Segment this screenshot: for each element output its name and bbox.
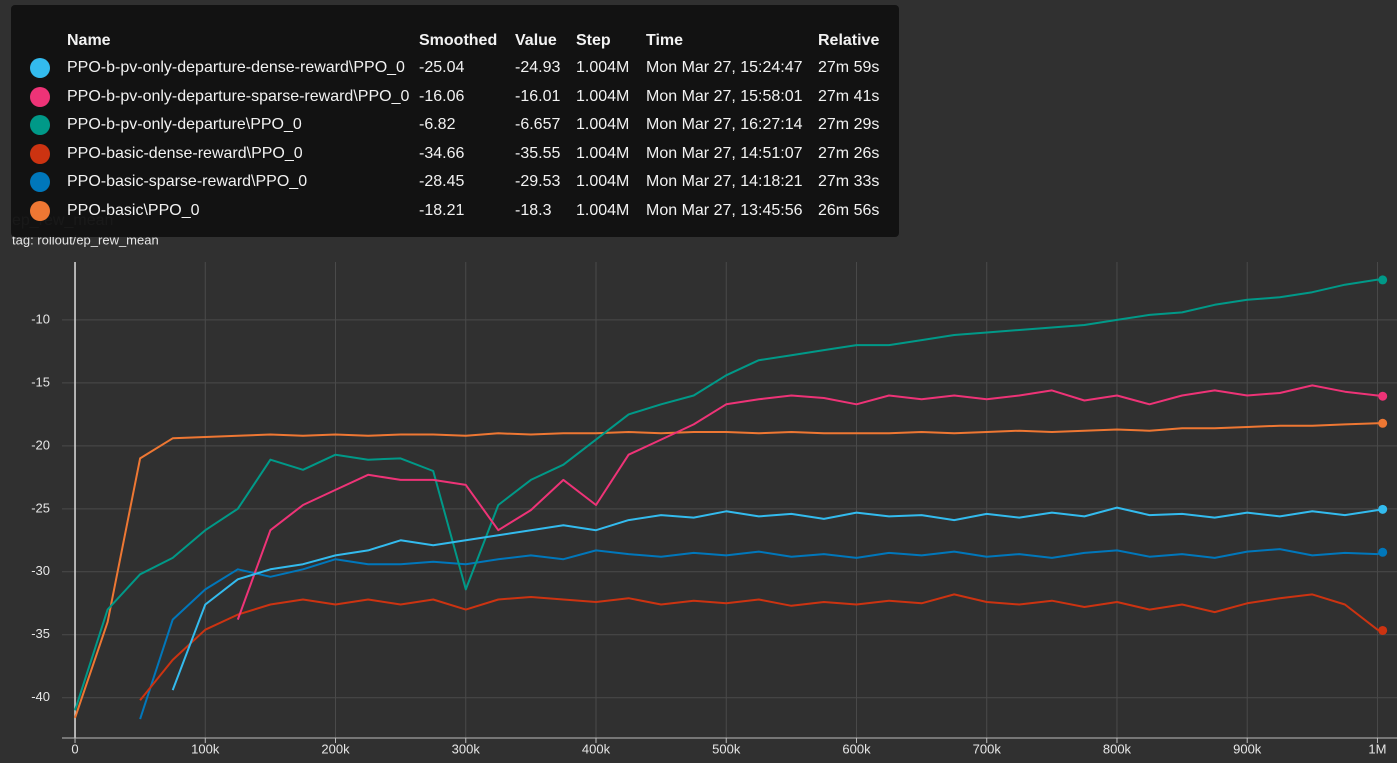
x-tick-label: 500k bbox=[712, 741, 741, 756]
relative-time: 27m 29s bbox=[818, 116, 880, 134]
relative-time: 27m 33s bbox=[818, 173, 880, 191]
x-tick-label: 900k bbox=[1233, 741, 1262, 756]
relative-time: 27m 41s bbox=[818, 87, 880, 105]
x-tick-label: 0 bbox=[71, 741, 78, 756]
series-line bbox=[236, 384, 1383, 620]
series-line bbox=[74, 422, 1383, 719]
time: Mon Mar 27, 13:45:56 bbox=[646, 202, 803, 219]
y-tick-label: -30 bbox=[31, 563, 50, 578]
plot-area bbox=[74, 278, 1384, 720]
step: 1.004M bbox=[576, 59, 630, 76]
smoothed-value: -28.45 bbox=[419, 173, 465, 191]
end-point bbox=[1378, 418, 1388, 428]
tooltip: Name Smoothed Value Step Time Relative PPO-b-p… bbox=[11, 5, 899, 237]
x-tick-label: 100k bbox=[191, 741, 220, 756]
y-tick-label: -35 bbox=[31, 626, 50, 641]
series-line bbox=[139, 593, 1383, 701]
smoothed-value: -18.21 bbox=[419, 202, 465, 219]
relative-time: 27m 26s bbox=[818, 144, 880, 162]
end-point bbox=[1378, 504, 1388, 514]
step: 1.004M bbox=[576, 87, 630, 105]
run-name: PPO-b-pv-only-departure\PPO_0 bbox=[67, 116, 302, 134]
step: 1.004M bbox=[576, 144, 630, 162]
raw-value: -35.55 bbox=[515, 144, 561, 162]
run-name: PPO-basic-dense-reward\PPO_0 bbox=[67, 144, 303, 162]
relative-time: 26m 56s bbox=[818, 202, 880, 219]
run-swatch bbox=[30, 143, 50, 164]
end-point bbox=[1378, 275, 1388, 285]
smoothed-value: -16.06 bbox=[419, 87, 465, 105]
column-header: Value bbox=[515, 32, 557, 49]
raw-value: -6.657 bbox=[515, 116, 561, 134]
run-name: PPO-b-pv-only-departure-sparse-reward\PP… bbox=[67, 87, 410, 105]
run-swatch bbox=[30, 172, 50, 193]
column-header: Relative bbox=[818, 32, 880, 49]
end-point bbox=[1378, 547, 1388, 557]
time: Mon Mar 27, 15:58:01 bbox=[646, 87, 803, 105]
raw-value: -24.93 bbox=[515, 59, 561, 76]
run-swatch bbox=[30, 58, 50, 78]
x-tick-label: 800k bbox=[1103, 741, 1132, 756]
run-swatch bbox=[30, 201, 50, 221]
y-tick-label: -15 bbox=[31, 374, 50, 389]
smoothed-value: -25.04 bbox=[419, 59, 465, 76]
x-tick-label: 600k bbox=[842, 741, 871, 756]
raw-value: -29.53 bbox=[515, 173, 561, 191]
run-name: PPO-b-pv-only-departure-dense-reward\PPO… bbox=[67, 59, 405, 76]
time: Mon Mar 27, 15:24:47 bbox=[646, 59, 803, 76]
column-header: Name bbox=[67, 32, 111, 49]
raw-value: -18.3 bbox=[515, 202, 552, 219]
series-line bbox=[139, 548, 1384, 720]
column-header: Step bbox=[576, 32, 611, 49]
run-name: PPO-basic\PPO_0 bbox=[67, 202, 200, 219]
x-tick-label: 1M bbox=[1368, 741, 1386, 756]
step: 1.004M bbox=[576, 116, 630, 134]
series-line bbox=[74, 278, 1383, 711]
end-point bbox=[1378, 391, 1388, 401]
x-tick-label: 400k bbox=[582, 741, 611, 756]
run-swatch bbox=[30, 115, 50, 136]
smoothed-value: -34.66 bbox=[419, 144, 465, 162]
y-tick-label: -10 bbox=[31, 311, 50, 326]
y-tick-label: -20 bbox=[31, 437, 50, 452]
time: Mon Mar 27, 16:27:14 bbox=[646, 116, 803, 134]
step: 1.004M bbox=[576, 202, 630, 219]
x-tick-label: 200k bbox=[321, 741, 350, 756]
raw-value: -16.01 bbox=[515, 87, 561, 105]
series-line bbox=[171, 506, 1383, 691]
end-point bbox=[1378, 625, 1388, 635]
relative-time: 27m 59s bbox=[818, 59, 880, 76]
column-header: Smoothed bbox=[419, 32, 498, 49]
smoothed-value: -6.82 bbox=[419, 116, 456, 134]
time: Mon Mar 27, 14:51:07 bbox=[646, 144, 803, 162]
run-name: PPO-basic-sparse-reward\PPO_0 bbox=[67, 173, 308, 191]
x-tick-label: 300k bbox=[452, 741, 481, 756]
y-tick-label: -40 bbox=[31, 689, 50, 704]
y-tick-label: -25 bbox=[31, 500, 50, 515]
column-header: Time bbox=[646, 32, 684, 49]
x-tick-label: 700k bbox=[973, 741, 1002, 756]
run-swatch bbox=[30, 86, 50, 107]
step: 1.004M bbox=[576, 173, 630, 191]
time: Mon Mar 27, 14:18:21 bbox=[646, 173, 803, 191]
